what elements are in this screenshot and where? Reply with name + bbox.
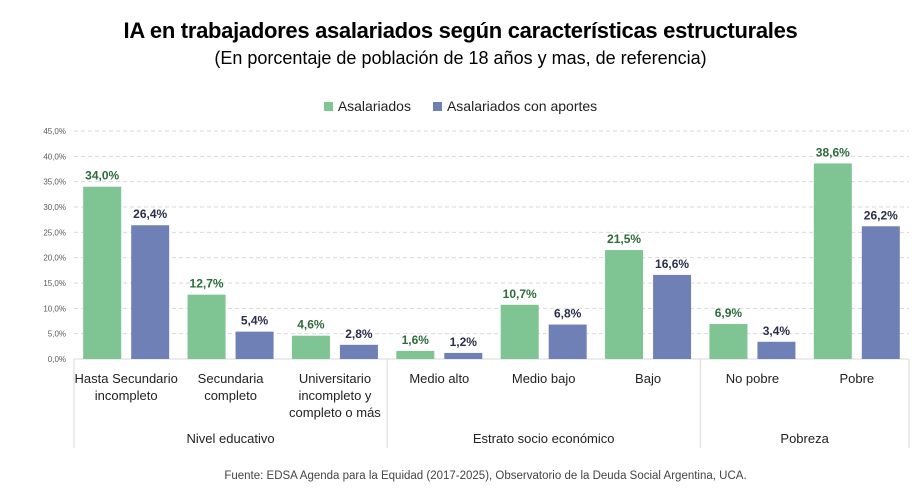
legend-item-asalariados: Asalariados: [323, 98, 411, 114]
data-label: 10,7%: [503, 287, 537, 301]
category-label: Bajo: [635, 371, 661, 386]
data-label: 16,6%: [655, 257, 689, 271]
data-label: 5,4%: [241, 314, 269, 328]
data-label: 26,2%: [864, 208, 898, 222]
bar: [291, 335, 330, 359]
data-label: 4,6%: [297, 318, 325, 332]
category-label: Medio alto: [409, 371, 469, 386]
bar: [444, 352, 483, 359]
y-tick-label: 5,0%: [48, 330, 66, 339]
bar: [757, 341, 796, 359]
y-tick-label: 45,0%: [43, 127, 66, 136]
chart-title: IA en trabajadores asalariados según car…: [123, 18, 798, 43]
bar: [813, 163, 852, 359]
bar: [861, 226, 900, 359]
y-tick-label: 35,0%: [43, 178, 66, 187]
data-label: 38,6%: [816, 145, 850, 159]
bar: [83, 186, 122, 359]
category-label: No pobre: [726, 371, 779, 386]
data-label: 6,8%: [554, 307, 582, 321]
bar: [339, 344, 378, 359]
legend-label-con-aportes: Asalariados con aportes: [446, 98, 598, 114]
data-label: 3,4%: [763, 324, 791, 338]
category-label: completo o más: [289, 405, 381, 420]
data-label: 34,0%: [85, 169, 119, 183]
bar: [396, 350, 435, 359]
data-label: 2,8%: [345, 327, 373, 341]
category-label: Hasta Secundario: [75, 371, 178, 386]
bar: [235, 331, 274, 359]
legend: Asalariados Asalariados con aportes: [0, 98, 921, 114]
data-label: 12,7%: [190, 277, 224, 291]
y-tick-label: 15,0%: [43, 279, 66, 288]
category-label: Universitario: [299, 371, 371, 386]
legend-swatch-con-aportes: [432, 101, 442, 111]
category-label: incompleto y: [298, 388, 371, 403]
data-label: 26,4%: [133, 207, 167, 221]
bar: [548, 324, 587, 359]
category-label: Pobre: [839, 371, 874, 386]
category-label: completo: [204, 388, 257, 403]
chart-subtitle: (En porcentaje de población de 18 años y…: [214, 48, 707, 68]
bar: [500, 304, 539, 359]
bar: [709, 324, 748, 359]
y-tick-label: 10,0%: [43, 304, 66, 313]
bar: [605, 250, 644, 359]
category-label: Medio bajo: [512, 371, 576, 386]
group-label: Estrato socio económico: [473, 431, 615, 446]
data-label: 21,5%: [607, 232, 641, 246]
group-label: Pobreza: [780, 431, 829, 446]
data-label: 1,2%: [450, 335, 478, 349]
data-label: 1,6%: [402, 333, 430, 347]
bar: [187, 294, 226, 359]
source-note: Fuente: EDSA Agenda para la Equidad (201…: [224, 470, 747, 482]
y-tick-label: 0,0%: [48, 355, 66, 364]
y-tick-label: 25,0%: [43, 228, 66, 237]
bar: [131, 225, 170, 359]
bar: [653, 274, 692, 359]
category-label: Secundaria: [198, 371, 265, 386]
y-tick-label: 20,0%: [43, 254, 66, 263]
data-label: 6,9%: [715, 306, 743, 320]
category-label: incompleto: [95, 388, 158, 403]
legend-item-con-aportes: Asalariados con aportes: [432, 98, 598, 114]
legend-label-asalariados: Asalariados: [337, 98, 411, 114]
legend-swatch-asalariados: [323, 101, 333, 111]
y-tick-label: 30,0%: [43, 203, 66, 212]
y-tick-label: 40,0%: [43, 152, 66, 161]
group-label: Nivel educativo: [186, 431, 274, 446]
